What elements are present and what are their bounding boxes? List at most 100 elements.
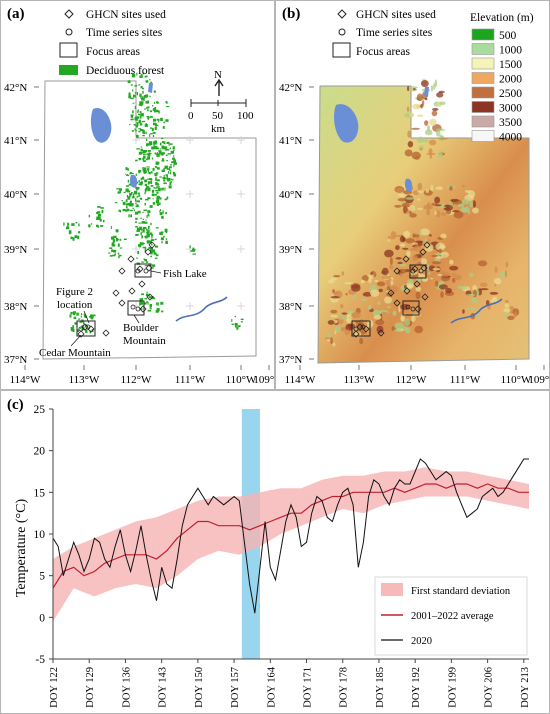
forest-patch (140, 148, 143, 152)
forest-patch (138, 84, 141, 86)
a-lon-label: 111°W (175, 374, 206, 386)
forest-patch (111, 249, 114, 253)
forest-patch (151, 157, 154, 160)
b-time-series-site (418, 268, 424, 274)
forest-patch (128, 93, 131, 97)
forest-patch (150, 133, 153, 135)
b-ghcn-site (423, 241, 431, 249)
forest-patch (128, 183, 132, 186)
forest-patch (144, 76, 147, 78)
forest-patch (141, 178, 145, 180)
forest-patch (138, 244, 142, 247)
elevation-swatch (471, 28, 495, 41)
elevation-swatch (471, 86, 495, 99)
elevation-swatch (471, 130, 495, 142)
forest-patch (152, 264, 156, 267)
forest-patch (129, 194, 132, 197)
forest-patch (144, 183, 148, 187)
forest-patch (143, 258, 145, 260)
relief-patch (436, 92, 444, 98)
forest-patch (149, 152, 152, 155)
relief-patch (435, 129, 441, 137)
forest-patch (144, 298, 148, 300)
forest-patch (146, 158, 148, 161)
relief-patch (373, 315, 382, 320)
forest-patch (231, 319, 233, 322)
forest-patch (161, 145, 165, 149)
forest-patch (154, 257, 158, 259)
forest-patch (158, 150, 162, 154)
forest-patch (155, 109, 159, 113)
forest-patch (142, 132, 146, 134)
forest-patch (137, 110, 139, 114)
elevation-class-label: 4000 (499, 132, 522, 144)
relief-patch (404, 197, 415, 200)
average-legend-label: 2001–2022 average (411, 611, 494, 622)
relief-patch (412, 254, 418, 262)
forest-patch (130, 84, 133, 86)
relief-patch (332, 342, 336, 347)
forest-patch (138, 130, 141, 133)
relief-patch (434, 196, 441, 204)
forest-patch (118, 188, 122, 191)
relief-patch (404, 284, 408, 289)
b-lon-label: 114°W (285, 374, 316, 386)
relief-patch (504, 299, 509, 304)
forest-patch (129, 172, 131, 175)
forest-patch (66, 225, 69, 228)
relief-patch (405, 250, 411, 258)
elevation-legend: 500 1000 1500 2000 2500 3000 3500 4000 (471, 28, 522, 144)
relief-patch (405, 238, 416, 244)
relief-patch (431, 254, 438, 258)
forest-patch (144, 249, 146, 253)
relief-patch (407, 140, 414, 148)
forest-patch (149, 110, 153, 113)
forest-patch (150, 127, 152, 129)
forest-patch (148, 226, 150, 230)
relief-patch (435, 210, 441, 218)
forest-patch (150, 247, 153, 252)
relief-patch (397, 268, 408, 274)
b-lon-label: 112°W (396, 374, 427, 386)
y-tick-label: 20 (34, 446, 46, 458)
b-ghcn-site (387, 289, 395, 297)
utah-lake (129, 174, 138, 188)
a-ghcn-site (77, 330, 85, 338)
relief-patch (431, 261, 442, 265)
forest-patch (154, 172, 158, 177)
relief-patch (397, 261, 403, 265)
forest-patch (173, 159, 177, 163)
forest-patch (161, 141, 165, 144)
b-time-series-site (410, 268, 416, 274)
forest-patch (136, 72, 138, 76)
forest-patch (115, 229, 119, 233)
forest-patch (146, 230, 149, 234)
forest-patch (190, 250, 194, 252)
a-ghcn-site (102, 329, 110, 337)
forest-patch (146, 228, 148, 231)
forest-patch (113, 235, 117, 239)
b-time-series-site (405, 304, 411, 310)
forest-patch (125, 199, 128, 203)
forest-patch (135, 130, 138, 132)
ghcn-legend-label: GHCN sites used (86, 9, 166, 21)
forest-patch (117, 191, 122, 194)
forest-patch (147, 210, 151, 213)
forest-patch (165, 212, 167, 215)
ts-legend-label: Time series sites (86, 27, 163, 39)
forest-patch (164, 198, 168, 201)
ts-legend-label-b: Time series sites (356, 27, 433, 39)
forest-patch (145, 187, 148, 191)
forest-patch (165, 240, 168, 245)
focus-area-cedar-mountain-b (351, 320, 371, 337)
forest-patch (166, 101, 168, 104)
forest-patch (118, 254, 122, 257)
relief-patch (344, 329, 351, 336)
y-tick-label: -5 (35, 654, 45, 666)
forest-patch (139, 75, 143, 78)
forest-patch (155, 183, 160, 186)
forest-patch (156, 191, 159, 194)
forest-patch (159, 176, 162, 178)
forest-patch (148, 296, 152, 299)
forest-patch (70, 327, 73, 331)
